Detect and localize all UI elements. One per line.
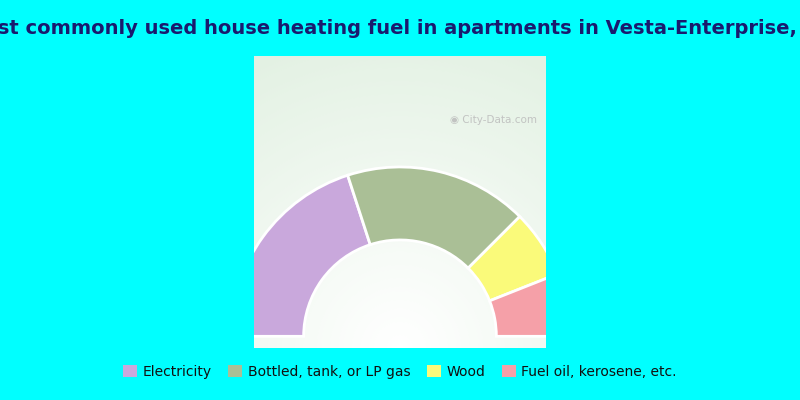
Circle shape (159, 107, 641, 400)
Circle shape (264, 212, 536, 400)
Circle shape (225, 173, 575, 400)
Circle shape (50, 0, 750, 400)
Circle shape (177, 125, 623, 400)
Circle shape (365, 313, 435, 383)
Wedge shape (230, 175, 370, 336)
Circle shape (260, 208, 540, 400)
Circle shape (181, 129, 619, 400)
Circle shape (85, 33, 715, 400)
Circle shape (290, 238, 510, 400)
Circle shape (207, 155, 593, 400)
Circle shape (246, 195, 554, 400)
Circle shape (115, 63, 685, 400)
Circle shape (168, 116, 632, 400)
Circle shape (138, 85, 662, 400)
Circle shape (212, 160, 588, 400)
Circle shape (80, 28, 720, 400)
Circle shape (278, 225, 522, 400)
Circle shape (221, 168, 579, 400)
Circle shape (216, 164, 584, 400)
Circle shape (343, 291, 457, 400)
Circle shape (62, 11, 738, 400)
Circle shape (334, 282, 466, 400)
Circle shape (58, 6, 742, 400)
Legend: Electricity, Bottled, tank, or LP gas, Wood, Fuel oil, kerosene, etc.: Electricity, Bottled, tank, or LP gas, W… (118, 360, 682, 384)
Circle shape (186, 133, 614, 400)
Circle shape (387, 335, 413, 361)
Circle shape (382, 330, 418, 366)
Circle shape (317, 265, 483, 400)
Circle shape (238, 186, 562, 400)
Wedge shape (490, 274, 570, 336)
Circle shape (312, 260, 488, 400)
Wedge shape (348, 167, 520, 268)
Circle shape (378, 326, 422, 370)
Circle shape (269, 217, 531, 400)
Circle shape (352, 300, 448, 396)
Circle shape (133, 81, 667, 400)
Circle shape (370, 317, 430, 379)
Circle shape (142, 90, 658, 400)
Circle shape (172, 120, 628, 400)
Circle shape (102, 50, 698, 400)
Circle shape (94, 41, 706, 400)
Circle shape (229, 177, 571, 400)
Circle shape (89, 37, 711, 400)
Circle shape (98, 46, 702, 400)
Circle shape (106, 54, 694, 400)
Circle shape (321, 269, 479, 400)
Text: Most commonly used house heating fuel in apartments in Vesta-Enterprise, GA: Most commonly used house heating fuel in… (0, 18, 800, 38)
Circle shape (111, 59, 689, 400)
Circle shape (154, 103, 646, 400)
Circle shape (330, 278, 470, 400)
Circle shape (150, 98, 650, 400)
Circle shape (391, 339, 409, 357)
Circle shape (299, 247, 501, 400)
Circle shape (163, 112, 637, 400)
Circle shape (54, 2, 746, 400)
Circle shape (347, 296, 453, 400)
Circle shape (286, 234, 514, 400)
Circle shape (71, 20, 729, 400)
Circle shape (326, 274, 474, 400)
Circle shape (361, 308, 439, 388)
Circle shape (129, 76, 671, 400)
Circle shape (198, 146, 602, 400)
Circle shape (251, 199, 549, 400)
Wedge shape (468, 216, 558, 301)
Circle shape (304, 252, 496, 400)
Circle shape (295, 243, 505, 400)
Circle shape (194, 142, 606, 400)
Circle shape (67, 15, 733, 400)
Circle shape (282, 230, 518, 400)
Circle shape (190, 138, 610, 400)
Circle shape (146, 94, 654, 400)
Circle shape (338, 287, 462, 400)
Circle shape (120, 68, 680, 400)
Circle shape (76, 24, 724, 400)
Circle shape (374, 322, 426, 374)
Circle shape (396, 344, 404, 352)
Circle shape (255, 204, 545, 400)
Circle shape (308, 256, 492, 400)
Circle shape (273, 221, 527, 400)
Text: ◉ City-Data.com: ◉ City-Data.com (450, 115, 537, 125)
Circle shape (203, 151, 597, 400)
Circle shape (242, 190, 558, 400)
Circle shape (356, 304, 444, 392)
Circle shape (124, 72, 676, 400)
Circle shape (234, 182, 566, 400)
